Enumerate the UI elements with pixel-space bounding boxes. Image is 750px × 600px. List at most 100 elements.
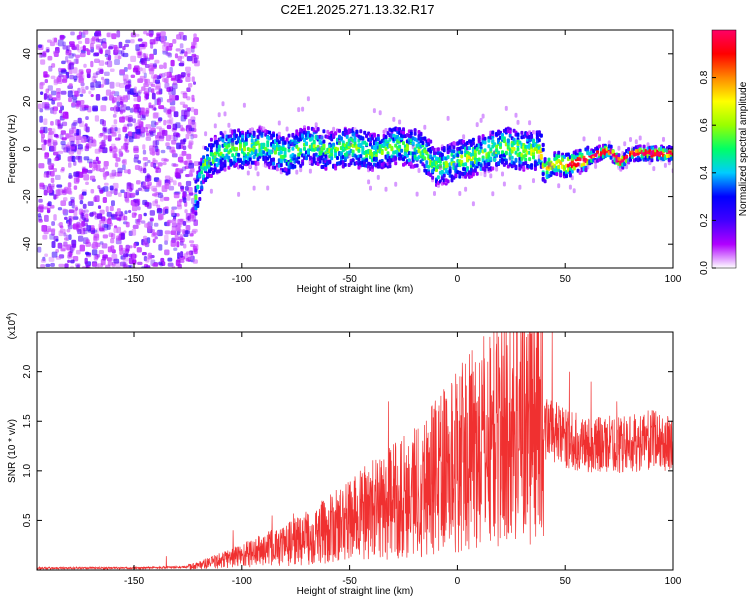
ridge-cell	[272, 133, 275, 138]
noise-cell	[142, 67, 146, 74]
noise-cell	[102, 79, 107, 86]
noise-cell	[138, 89, 143, 94]
ridge-cell	[530, 163, 534, 168]
halo-cell	[586, 164, 590, 170]
noise-cell	[75, 57, 79, 65]
noise-cell	[101, 76, 105, 81]
ridge-cell	[520, 130, 524, 135]
ridge-cell	[421, 141, 425, 145]
noise-cell	[79, 93, 84, 97]
noise-cell	[111, 263, 116, 268]
ridge-cell	[312, 156, 316, 161]
noise-cell	[154, 122, 159, 126]
ridge-cell	[268, 154, 272, 159]
ridge-cell	[272, 161, 275, 166]
noise-cell	[114, 59, 120, 65]
noise-cell	[158, 105, 165, 110]
noise-cell	[190, 45, 196, 49]
noise-cell	[79, 104, 85, 108]
colorbar-gradient	[711, 29, 737, 269]
ridge-cell	[541, 147, 545, 152]
noise-cell	[90, 94, 94, 98]
ridge-cell	[250, 138, 254, 143]
ridge-cell	[345, 134, 349, 139]
noise-cell	[186, 56, 193, 62]
noise-cell	[184, 209, 188, 214]
halo-cell	[514, 112, 518, 118]
ridge-cell	[415, 163, 419, 168]
noise-cell	[151, 92, 156, 100]
noise-cell	[116, 127, 121, 134]
ridge-cell	[502, 139, 506, 144]
noise-cell	[138, 214, 143, 220]
noise-cell	[55, 256, 62, 260]
ridge-cell	[244, 138, 248, 143]
noise-cell	[130, 32, 137, 38]
ridge-cell	[287, 133, 291, 138]
noise-cell	[78, 74, 83, 82]
noise-cell	[85, 85, 89, 90]
noise-cell	[142, 241, 149, 246]
ridge-cell	[532, 138, 535, 143]
noise-cell	[123, 215, 128, 221]
noise-cell	[111, 200, 115, 207]
noise-cell	[44, 154, 49, 160]
noise-cell	[146, 237, 151, 244]
noise-cell	[186, 96, 191, 101]
ridge-cell	[330, 152, 334, 157]
noise-cell	[109, 172, 115, 179]
noise-cell	[166, 119, 171, 124]
ridge-cell	[572, 166, 576, 171]
ridge-cell	[460, 150, 464, 155]
noise-cell	[177, 200, 182, 207]
noise-cell	[167, 262, 174, 267]
noise-cell	[93, 233, 100, 241]
colorbar: 0.0 0.2 0.4 0.6 0.8 Normalized spectral ampl…	[699, 29, 749, 275]
noise-cell	[45, 47, 50, 53]
noise-cell	[69, 62, 74, 70]
noise-cell	[125, 39, 131, 44]
ridge-cell	[376, 137, 380, 142]
noise-cell	[61, 69, 67, 74]
noise-cell	[94, 148, 101, 154]
halo-cell	[528, 120, 532, 126]
noise-cell	[128, 257, 134, 264]
ridge-cell	[194, 188, 198, 193]
noise-cell	[123, 263, 127, 268]
colorbar-tick-label: 0.0	[699, 261, 710, 275]
noise-cell	[135, 70, 141, 75]
noise-cell	[38, 198, 43, 203]
ridge-cell	[411, 141, 415, 146]
halo-cell	[332, 126, 336, 132]
noise-cell	[136, 128, 141, 135]
noise-cell	[51, 241, 56, 248]
noise-cell	[52, 109, 57, 115]
ridge-cell	[256, 161, 260, 166]
noise-cell	[144, 64, 150, 68]
noise-cell	[64, 263, 69, 268]
ridge-cell	[336, 147, 339, 152]
noise-cell	[130, 55, 137, 63]
ridge-cell	[452, 149, 456, 154]
noise-cell	[76, 148, 82, 155]
noise-cell	[135, 189, 139, 196]
noise-cell	[119, 249, 124, 255]
noise-cell	[85, 251, 90, 255]
noise-cell	[142, 144, 146, 150]
noise-cell	[150, 161, 154, 168]
noise-cell	[116, 217, 121, 221]
ridge-cell	[524, 147, 528, 152]
noise-cell	[111, 169, 117, 177]
noise-cell	[56, 93, 61, 101]
noise-cell	[53, 157, 58, 162]
ridge-cell	[487, 144, 491, 149]
noise-cell	[156, 98, 161, 106]
noise-cell	[193, 248, 198, 255]
halo-cell	[227, 122, 231, 128]
noise-cell	[62, 188, 67, 196]
noise-cell	[135, 44, 140, 51]
noise-cell	[106, 57, 110, 61]
noise-cell	[164, 175, 171, 180]
noise-cell	[72, 223, 79, 230]
noise-cell	[37, 103, 42, 110]
